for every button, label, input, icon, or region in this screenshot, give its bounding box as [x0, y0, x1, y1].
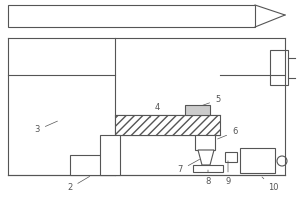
Text: 9: 9 — [225, 161, 231, 186]
Text: 5: 5 — [198, 96, 220, 107]
Bar — [270, 50, 288, 85]
Text: 8: 8 — [205, 170, 211, 186]
Text: 6: 6 — [218, 128, 237, 139]
Text: 3: 3 — [34, 121, 58, 134]
Bar — [115, 115, 220, 135]
Text: 7: 7 — [178, 159, 200, 174]
Text: 2: 2 — [68, 176, 90, 192]
Text: 10: 10 — [262, 177, 278, 192]
Bar — [240, 148, 275, 173]
Text: 4: 4 — [150, 104, 160, 118]
Bar — [193, 165, 223, 172]
Bar — [225, 152, 237, 162]
Bar — [185, 105, 210, 115]
Polygon shape — [198, 150, 214, 165]
Bar — [8, 5, 255, 27]
Bar — [100, 135, 120, 175]
Bar — [70, 155, 115, 175]
Bar — [195, 135, 215, 150]
